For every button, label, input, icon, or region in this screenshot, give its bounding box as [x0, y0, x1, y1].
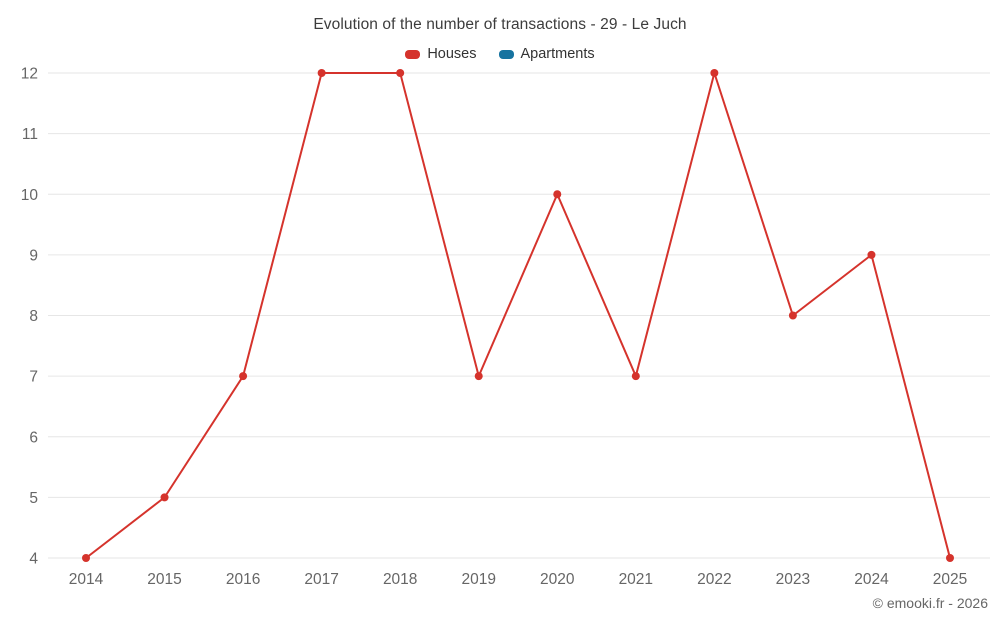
houses-legend-label: Houses	[427, 46, 477, 62]
apartments-legend-label: Apartments	[520, 46, 595, 62]
y-tick-label: 11	[22, 126, 38, 143]
x-tick-label: 2024	[854, 571, 889, 588]
x-tick-label: 2015	[147, 571, 181, 588]
x-tick-label: 2017	[304, 571, 338, 588]
x-tick-label: 2021	[619, 571, 653, 588]
data-point-marker	[474, 372, 483, 381]
y-tick-label: 4	[29, 551, 38, 568]
y-tick-label: 6	[29, 429, 38, 446]
data-point-marker	[239, 372, 248, 381]
y-tick-label: 8	[29, 308, 38, 325]
data-point-marker	[160, 493, 169, 502]
x-tick-label: 2020	[540, 571, 575, 588]
y-tick-label: 7	[29, 369, 38, 386]
x-tick-label: 2019	[461, 571, 495, 588]
data-point-marker	[396, 69, 405, 77]
y-tick-label: 10	[21, 187, 39, 204]
x-tick-label: 2018	[383, 571, 417, 588]
data-point-marker	[788, 311, 797, 320]
data-point-marker	[946, 554, 954, 562]
x-tick-label: 2022	[697, 571, 731, 588]
apartments-legend-swatch	[498, 49, 514, 59]
legend-item-apartments[interactable]: Apartments	[498, 46, 595, 62]
houses-legend-swatch	[405, 49, 421, 59]
legend-item-houses[interactable]: Houses	[405, 46, 477, 62]
data-point-marker	[553, 190, 562, 199]
y-tick-label: 5	[29, 490, 38, 507]
chart-title: Evolution of the number of transactions …	[313, 16, 687, 33]
data-point-marker	[867, 250, 876, 259]
legend: Houses Apartments	[0, 46, 1000, 62]
x-tick-label: 2014	[69, 571, 104, 588]
data-point-marker	[631, 372, 640, 381]
x-tick-label: 2016	[226, 571, 260, 588]
x-tick-label: 2025	[933, 571, 967, 588]
data-point-marker	[317, 69, 326, 77]
series-line	[85, 72, 951, 559]
copyright: © emooki.fr - 2026	[872, 595, 988, 611]
data-point-marker	[710, 69, 719, 77]
data-point-marker	[82, 554, 90, 562]
y-tick-label: 12	[21, 66, 38, 83]
y-tick-label: 9	[29, 247, 38, 264]
x-tick-label: 2023	[776, 571, 810, 588]
